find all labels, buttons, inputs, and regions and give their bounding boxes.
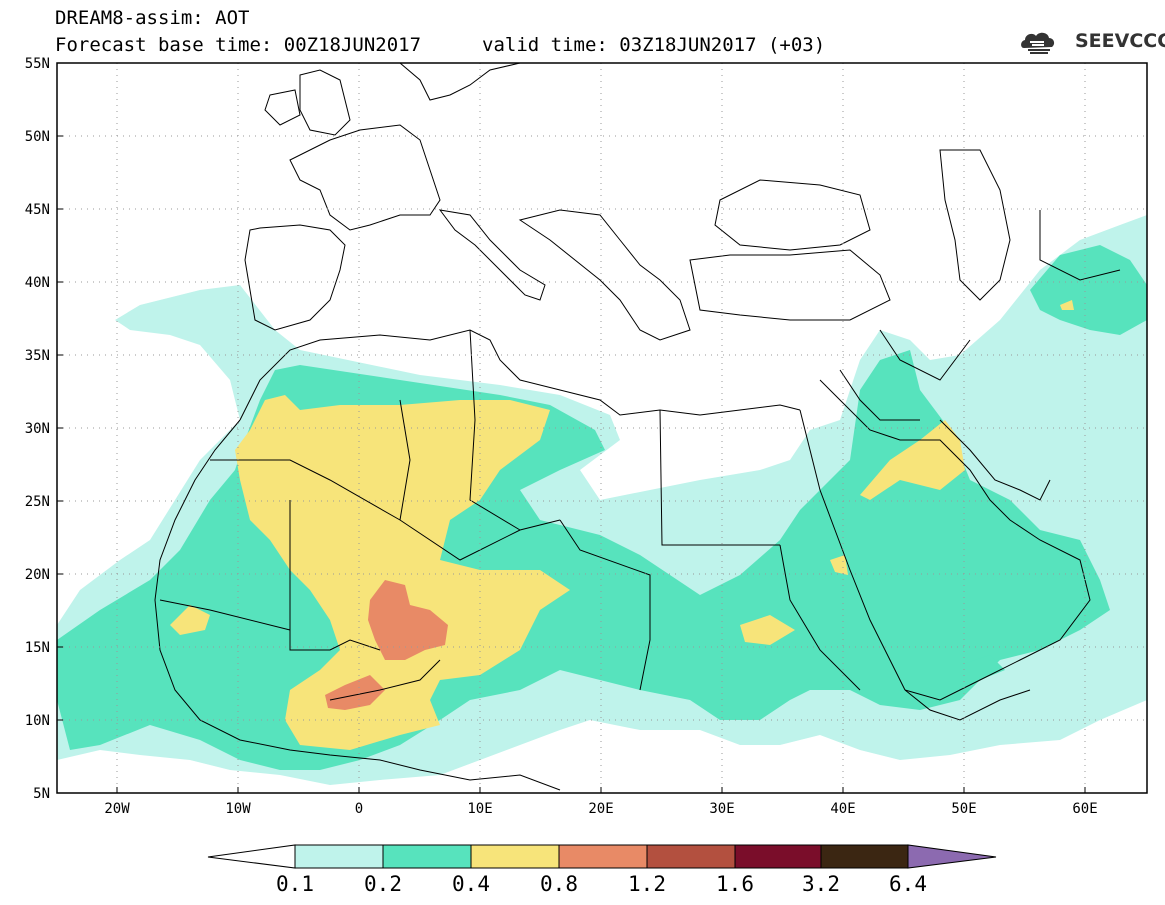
coastlines-borders — [154, 63, 1121, 791]
colorbar-label: 0.1 — [276, 872, 314, 896]
colorbar-labels: 0.1 0.2 0.4 0.8 1.2 1.6 3.2 6.4 — [276, 872, 927, 896]
lat-label: 25N — [25, 494, 50, 510]
lon-label: 40E — [830, 801, 855, 817]
colorbar-label: 6.4 — [889, 872, 927, 896]
lon-label: 20E — [588, 801, 613, 817]
axis-ticks — [57, 62, 1086, 793]
colorbar — [207, 844, 997, 869]
cloud-logo-icon — [1021, 32, 1055, 54]
lat-label: 10N — [25, 713, 50, 729]
colorbar-swatch — [820, 844, 909, 869]
lat-label: 50N — [25, 129, 50, 145]
lon-label: 50E — [951, 801, 976, 817]
lat-label: 45N — [25, 202, 50, 218]
colorbar-label: 3.2 — [802, 872, 840, 896]
colorbar-label: 1.6 — [716, 872, 754, 896]
lat-label: 5N — [33, 786, 50, 802]
latitude-labels: 55N 50N 45N 40N 35N 30N 25N 20N 15N 10N … — [25, 56, 50, 802]
colorbar-label: 0.8 — [540, 872, 578, 896]
lon-label: 20W — [104, 801, 130, 817]
colorbar-swatch — [646, 844, 736, 869]
aot-field — [57, 215, 1147, 785]
aot-level-0-8 — [325, 580, 448, 710]
colorbar-label: 1.2 — [628, 872, 666, 896]
lat-label: 20N — [25, 567, 50, 583]
lon-label: 0 — [355, 801, 363, 817]
valid-time: valid time: 03Z18JUN2017 (+03) — [482, 34, 826, 56]
colorbar-swatch — [470, 844, 560, 869]
lat-label: 30N — [25, 421, 50, 437]
longitude-labels: 20W 10W 0 10E 20E 30E 40E 50E 60E — [104, 801, 1097, 817]
colorbar-swatch — [734, 844, 822, 869]
lat-label: 35N — [25, 348, 50, 364]
lat-label: 40N — [25, 275, 50, 291]
lon-label: 60E — [1072, 801, 1097, 817]
lat-label: 55N — [25, 56, 50, 72]
colorbar-swatch — [558, 844, 648, 869]
map-title: DREAM8-assim: AOT — [55, 7, 250, 29]
logo-text: SEEVCCC — [1075, 30, 1165, 52]
lon-label: 10W — [225, 801, 251, 817]
colorbar-label: 0.2 — [364, 872, 402, 896]
lon-label: 30E — [709, 801, 734, 817]
lon-label: 10E — [467, 801, 492, 817]
colorbar-swatch — [294, 844, 384, 869]
lat-label: 15N — [25, 640, 50, 656]
forecast-base-time: Forecast base time: 00Z18JUN2017 — [55, 34, 422, 56]
colorbar-low-arrow — [207, 844, 296, 869]
colorbar-high-arrow — [907, 844, 997, 869]
colorbar-label: 0.4 — [452, 872, 490, 896]
colorbar-swatch — [382, 844, 472, 869]
